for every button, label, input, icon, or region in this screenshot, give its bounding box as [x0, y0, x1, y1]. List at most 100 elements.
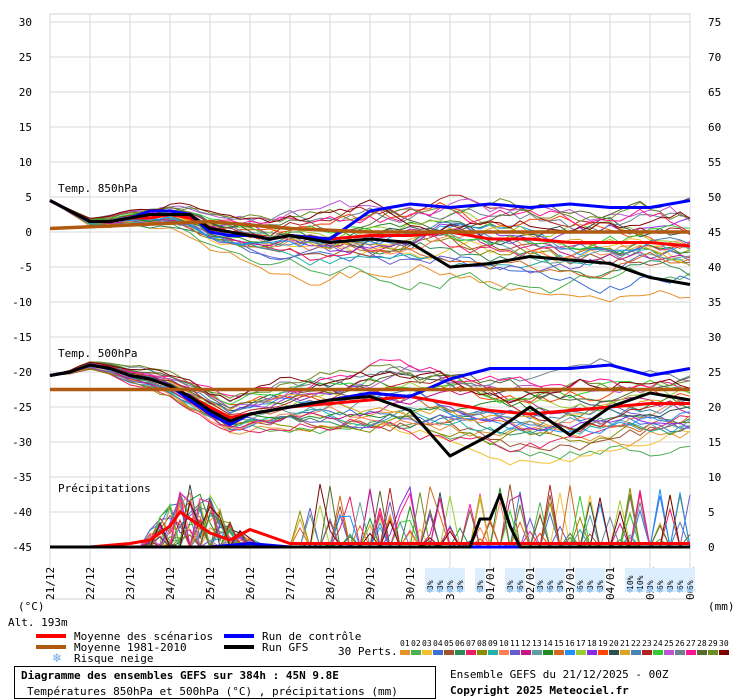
member-t850-line — [49, 198, 691, 223]
pert-swatch — [455, 650, 465, 655]
y-tick-label-right: 40 — [708, 261, 721, 274]
y-tick-label-right: 60 — [708, 121, 721, 134]
snowflake-icon: ❄ — [676, 586, 684, 596]
legend: Moyenne des scénarios Run de contrôle Mo… — [36, 630, 398, 665]
snow-risk-pct: 3% — [596, 580, 605, 590]
run-info: Ensemble GEFS du 21/12/2025 - 00Z — [450, 668, 669, 681]
x-tick-label: 24/12 — [164, 567, 177, 600]
panel-label-precip: Précipitations — [58, 482, 151, 495]
snow-risk-pct: 3% — [456, 580, 465, 590]
snow-risk-pct: 6% — [546, 580, 555, 590]
pert-swatch — [488, 650, 498, 655]
pert-label: 13 — [532, 639, 542, 648]
snowflake-icon: ❄ — [586, 586, 594, 596]
member-t500-line — [49, 363, 691, 433]
snow-risk-cell — [625, 568, 635, 592]
pert-label: 17 — [576, 639, 586, 648]
pert-label: 01 — [400, 639, 410, 648]
pert-swatch — [609, 650, 619, 655]
x-tick-label: 29/12 — [364, 567, 377, 600]
snow-risk-cell — [555, 568, 565, 592]
y-tick-label-right: 70 — [708, 51, 721, 64]
x-tick-label: 26/12 — [244, 567, 257, 600]
y-tick-label-left: 15 — [19, 121, 32, 134]
y-tick-label-left: 0 — [25, 226, 32, 239]
pert-swatch — [444, 650, 454, 655]
pert-swatch — [664, 650, 674, 655]
snowflake-icon: ❄ — [516, 586, 524, 596]
snow-risk-cell — [645, 568, 655, 592]
pert-swatch — [565, 650, 575, 655]
snow-risk-pct: 3% — [536, 580, 545, 590]
snow-risk-pct: 3% — [666, 580, 675, 590]
panel-label-t500: Temp. 500hPa — [58, 347, 137, 360]
y-tick-label-left: -10 — [12, 296, 32, 309]
x-tick-label: 22/12 — [84, 567, 97, 600]
legend-snow-label: Risque neige — [74, 652, 153, 665]
x-tick-label: 21/12 — [44, 567, 57, 600]
pert-label: 12 — [521, 639, 531, 648]
pert-label: 27 — [686, 639, 696, 648]
x-tick-label: 23/12 — [124, 567, 137, 600]
x-tick-label: 27/12 — [284, 567, 297, 600]
pert-swatch — [466, 650, 476, 655]
snow-risk-cell — [575, 568, 585, 592]
pert-swatch — [510, 650, 520, 655]
pert-label: 07 — [466, 639, 476, 648]
y-tick-label-right: 0 — [708, 541, 715, 554]
pert-swatch — [422, 650, 432, 655]
snow-risk-pct: 10% — [626, 575, 635, 590]
pert-label: 06 — [455, 639, 465, 648]
pert-label: 11 — [510, 639, 520, 648]
y-tick-label-right: 35 — [708, 296, 721, 309]
snow-risk-cell — [655, 568, 665, 592]
chart-title: Diagramme des ensembles GEFS sur 384h : … — [21, 669, 339, 682]
snow-risk-cell — [475, 568, 485, 592]
snowflake-icon: ❄ — [596, 586, 604, 596]
pert-swatch — [587, 650, 597, 655]
y-tick-label-right: 55 — [708, 156, 721, 169]
y-tick-label-right: 50 — [708, 191, 721, 204]
snow-risk-pct: 3% — [476, 580, 485, 590]
series-t850-moyenne-1981-2010 — [49, 219, 690, 234]
pert-swatch — [576, 650, 586, 655]
pert-label: 25 — [664, 639, 674, 648]
y-tick-label-right: 45 — [708, 226, 721, 239]
pert-label: 03 — [422, 639, 432, 648]
snow-risk-pct: 6% — [656, 580, 665, 590]
member-t850-line — [49, 200, 691, 274]
snowflake-icon: ❄ — [546, 586, 554, 596]
panel-label-t850: Temp. 850hPa — [58, 182, 137, 195]
y-tick-label-right: 65 — [708, 86, 721, 99]
pert-label: 18 — [587, 639, 597, 648]
x-tick-label: 25/12 — [204, 567, 217, 600]
pert-swatch — [719, 650, 729, 655]
legend-climo-label: Moyenne 1981-2010 — [74, 641, 187, 654]
snow-risk-cell — [595, 568, 605, 592]
snowflake-icon: ❄ — [646, 586, 654, 596]
snow-risk-row: 3%❄3%❄3%❄3%❄3%❄3%❄6%❄3%❄6%❄3%❄6%❄3%❄3%❄1… — [425, 568, 695, 596]
y-tick-label-left: 5 — [25, 191, 32, 204]
series-t500-run-gfs — [49, 363, 691, 458]
series-precip-run-gfs — [50, 493, 690, 549]
y-tick-label-left: -30 — [12, 436, 32, 449]
pert-label: 24 — [653, 639, 663, 648]
y-tick-label-left: 20 — [19, 86, 32, 99]
pert-label: 26 — [675, 639, 685, 648]
y-tick-label-right: 20 — [708, 401, 721, 414]
pert-label: 08 — [477, 639, 487, 648]
x-tick-label: 02/01 — [524, 567, 537, 600]
snow-risk-pct: 6% — [676, 580, 685, 590]
altitude-label: Alt. 193m — [8, 616, 68, 629]
snow-risk-cell — [515, 568, 525, 592]
snowflake-icon: ❄ — [456, 586, 464, 596]
pert-swatch — [477, 650, 487, 655]
snow-risk-pct: 3% — [426, 580, 435, 590]
snow-risk-pct: 3% — [556, 580, 565, 590]
pert-swatch — [499, 650, 509, 655]
pert-label: 23 — [642, 639, 652, 648]
snowflake-icon: ❄ — [506, 586, 514, 596]
y-tick-label-left: -40 — [12, 506, 32, 519]
y-tick-label-right: 25 — [708, 366, 721, 379]
